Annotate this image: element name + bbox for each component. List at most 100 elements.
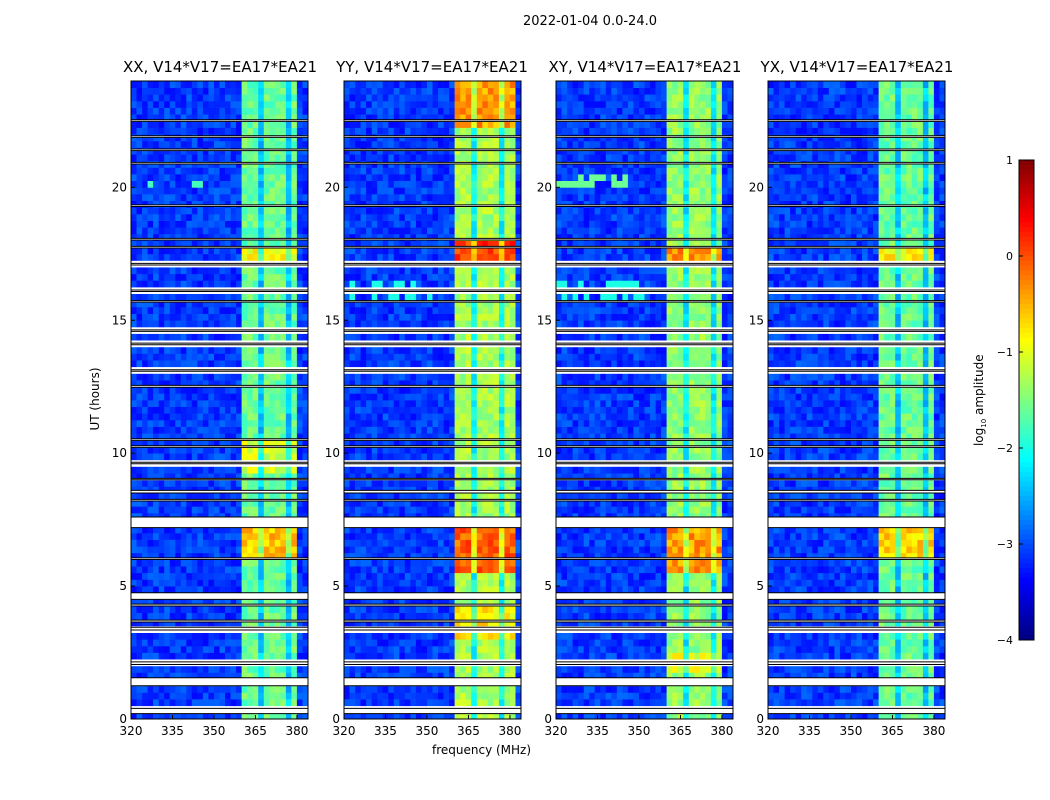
heatmap-cell	[371, 692, 378, 700]
heatmap-cell	[252, 612, 259, 620]
heatmap-cell	[186, 174, 193, 181]
heatmap-cell	[280, 426, 287, 434]
heatmap-cell	[377, 439, 384, 447]
heatmap-cell	[230, 406, 237, 414]
heatmap-cell	[509, 473, 516, 481]
heatmap-cell	[296, 107, 303, 115]
heatmap-cell	[487, 439, 494, 447]
heatmap-cell	[302, 566, 309, 574]
heatmap-cell	[382, 360, 389, 368]
heatmap-cell	[296, 393, 303, 401]
heatmap-cell	[285, 413, 292, 421]
heatmap-cell	[360, 493, 367, 500]
heatmap-cell	[449, 639, 455, 647]
heatmap-cell	[291, 426, 298, 434]
heatmap-cell	[164, 380, 171, 388]
heatmap-cell	[164, 307, 171, 314]
heatmap-cell	[230, 200, 237, 208]
heatmap-cell	[296, 227, 303, 235]
heatmap-cell	[180, 127, 187, 135]
heatmap-cell	[208, 692, 215, 700]
heatmap-cell	[225, 194, 231, 201]
heatmap-cell	[415, 619, 422, 627]
heatmap-cell	[214, 439, 220, 447]
heatmap-cell	[263, 380, 270, 388]
heatmap-cell	[454, 632, 461, 640]
heatmap-cell	[197, 100, 204, 108]
heatmap-cell	[147, 652, 154, 660]
heatmap-cell	[241, 599, 248, 607]
heatmap-cell	[180, 280, 187, 288]
heatmap-cell	[432, 433, 439, 441]
heatmap-cell	[269, 300, 276, 308]
heatmap-cell	[438, 692, 444, 700]
heatmap-cell	[241, 247, 248, 255]
heatmap-cell	[427, 413, 433, 421]
heatmap-cell	[274, 293, 281, 301]
heatmap-cell	[449, 546, 455, 554]
heatmap-cell	[415, 353, 422, 361]
heatmap-cell	[252, 360, 259, 368]
heatmap-cell	[443, 645, 450, 653]
heatmap-cell	[208, 127, 215, 135]
heatmap-cell	[371, 619, 378, 627]
heatmap-cell	[131, 393, 137, 401]
heatmap-cell	[258, 187, 265, 195]
heatmap-cell	[258, 552, 265, 560]
heatmap-cell	[219, 373, 226, 381]
heatmap-cell	[296, 632, 303, 640]
heatmap-cell	[449, 446, 455, 454]
heatmap-cell	[263, 307, 270, 314]
heatmap-cell	[169, 446, 176, 454]
heatmap-cell	[191, 579, 198, 587]
heatmap-cell	[158, 552, 165, 560]
heatmap-cell	[191, 639, 198, 647]
heatmap-cell	[142, 140, 148, 148]
heatmap-cell	[147, 672, 154, 680]
heatmap-cell	[443, 439, 450, 447]
heatmap-cell	[225, 632, 231, 640]
heatmap-cell	[169, 227, 176, 235]
heatmap-cell	[476, 539, 483, 547]
heatmap-cell	[191, 632, 198, 640]
heatmap-cell	[214, 406, 220, 414]
heatmap-cell	[404, 552, 411, 560]
heatmap-cell	[471, 685, 478, 693]
heatmap-cell	[252, 87, 259, 95]
heatmap-cell	[169, 81, 176, 88]
heatmap-cell	[202, 293, 209, 301]
heatmap-cell	[465, 393, 472, 401]
heatmap-cell	[258, 685, 265, 693]
heatmap-cell	[274, 100, 281, 108]
heatmap-cell	[225, 154, 231, 162]
heatmap-cell	[131, 599, 137, 607]
heatmap-cell	[202, 213, 209, 221]
heatmap-cell	[236, 380, 242, 388]
heatmap-cell	[355, 346, 361, 354]
heatmap-cell	[460, 579, 467, 587]
heatmap-cell	[432, 506, 439, 514]
heatmap-cell	[269, 120, 276, 128]
heatmap-cell	[296, 433, 303, 441]
heatmap-cell	[197, 140, 204, 148]
heatmap-cell	[291, 293, 298, 301]
heatmap-cell	[153, 313, 159, 321]
heatmap-cell	[241, 546, 248, 554]
heatmap-cell	[360, 566, 367, 574]
heatmap-cell	[454, 473, 461, 481]
heatmap-cell	[404, 439, 411, 447]
heatmap-cell	[197, 612, 204, 620]
heatmap-cell	[158, 227, 165, 235]
heatmap-cell	[393, 546, 400, 554]
heatmap-cell	[302, 546, 309, 554]
heatmap-cell	[186, 280, 193, 288]
heatmap-cell	[393, 380, 400, 388]
heatmap-cell	[131, 81, 137, 88]
heatmap-cell	[454, 712, 461, 720]
heatmap-cell	[504, 506, 511, 514]
heatmap-cell	[349, 645, 356, 653]
heatmap-cell	[515, 652, 522, 660]
heatmap-cell	[247, 639, 254, 647]
heatmap-cell	[191, 506, 198, 514]
heatmap-cell	[399, 400, 406, 407]
